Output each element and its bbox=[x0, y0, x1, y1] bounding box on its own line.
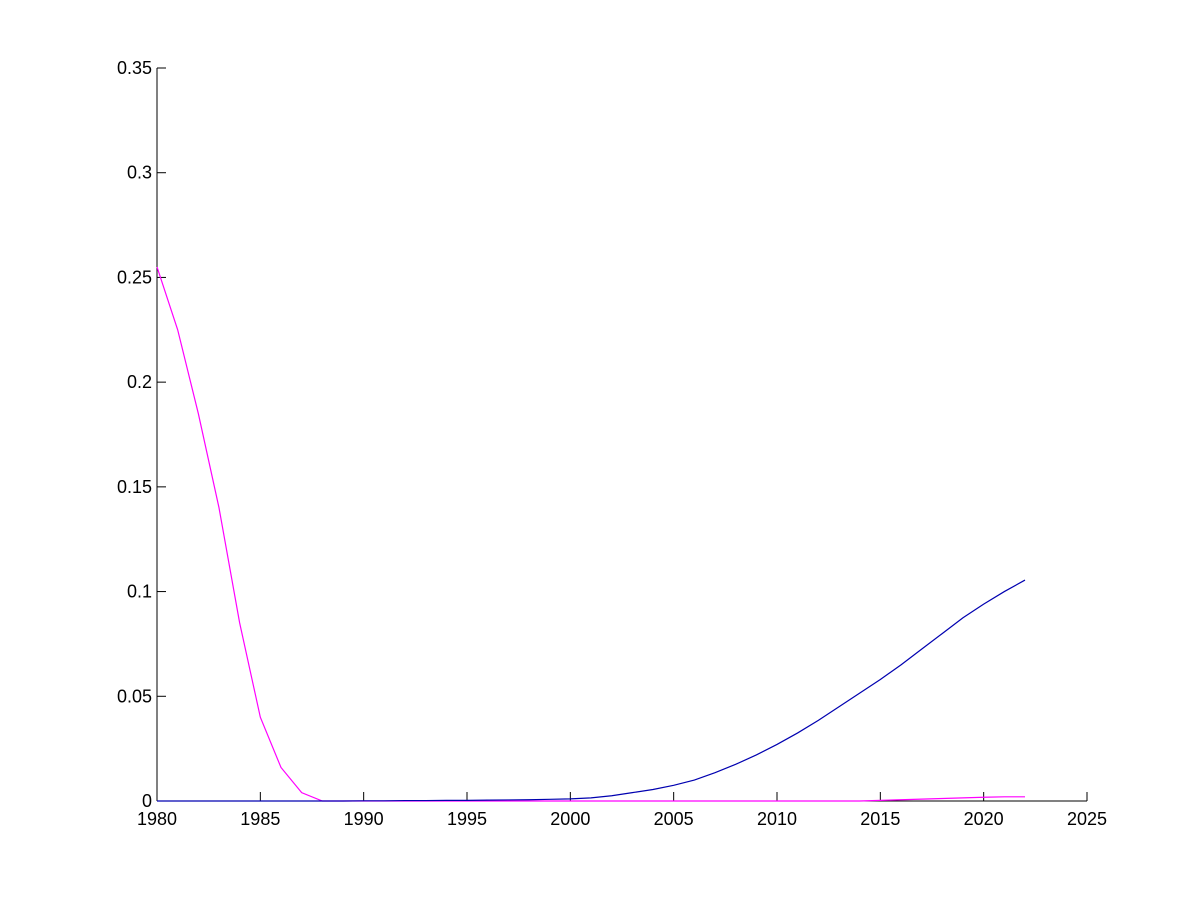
y-tick-label: 0 bbox=[142, 791, 152, 811]
x-tick-label: 1990 bbox=[344, 809, 384, 829]
y-tick-label: 0.25 bbox=[117, 267, 152, 287]
y-tick-label: 0.1 bbox=[127, 582, 152, 602]
series-line bbox=[156, 266, 1025, 802]
x-tick-label: 1980 bbox=[137, 809, 177, 829]
y-tick-label: 0.15 bbox=[117, 477, 152, 497]
x-tick-label: 2000 bbox=[550, 809, 590, 829]
x-tick-label: 2005 bbox=[654, 809, 694, 829]
x-tick-label: 2020 bbox=[964, 809, 1004, 829]
x-tick-label: 2025 bbox=[1067, 809, 1107, 829]
x-tick-label: 1985 bbox=[240, 809, 280, 829]
series-line bbox=[157, 579, 1026, 802]
y-tick-label: 0.2 bbox=[127, 372, 152, 392]
x-tick-label: 1995 bbox=[447, 809, 487, 829]
y-tick-label: 0.05 bbox=[117, 686, 152, 706]
y-tick-label: 0.3 bbox=[127, 163, 152, 183]
y-tick-label: 0.35 bbox=[117, 58, 152, 78]
x-tick-label: 2015 bbox=[860, 809, 900, 829]
x-tick-label: 2010 bbox=[757, 809, 797, 829]
